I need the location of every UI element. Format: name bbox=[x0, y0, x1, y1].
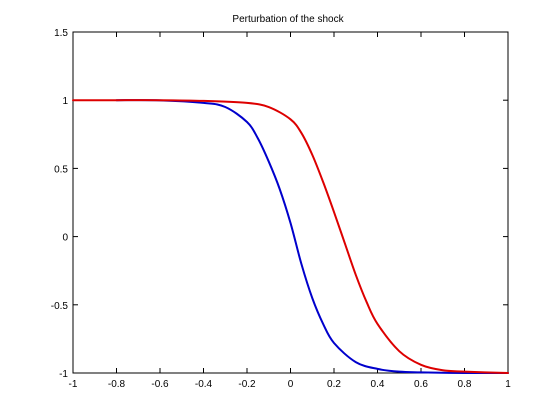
x-tick-label: 0.8 bbox=[458, 379, 472, 390]
chart-title: Perturbation of the shock bbox=[232, 14, 344, 25]
x-tick-label: -0.2 bbox=[238, 379, 256, 390]
y-tick-label: -1 bbox=[59, 369, 68, 380]
x-tick-label: 0.4 bbox=[371, 379, 385, 390]
plot-area-frame bbox=[72, 31, 509, 374]
x-tick-label: -0.6 bbox=[151, 379, 169, 390]
x-tick-label: -1 bbox=[69, 379, 78, 390]
series-line-red bbox=[72, 99, 509, 374]
series-group bbox=[72, 99, 509, 375]
y-tick-label: -0.5 bbox=[51, 301, 69, 312]
axis-ticks-group: -1 -0.8 -0.6 -0.4 -0.2 0 0.2 0.4 0.6 0.8 1 -1 -0.5 0 0… bbox=[51, 28, 511, 390]
series-line-blue bbox=[115, 99, 509, 375]
y-tick-label: 0 bbox=[62, 233, 68, 244]
y-tick-label: 1 bbox=[62, 96, 68, 107]
x-tick-label: 1 bbox=[505, 379, 511, 390]
x-tick-label: -0.4 bbox=[195, 379, 213, 390]
x-tick-label: 0.2 bbox=[327, 379, 341, 390]
y-tick-label: 1.5 bbox=[54, 28, 68, 39]
x-tick-label: 0 bbox=[288, 379, 294, 390]
x-tick-label: 0.6 bbox=[414, 379, 428, 390]
x-tick-label: -0.8 bbox=[108, 379, 126, 390]
y-tick-label: 0.5 bbox=[54, 164, 68, 175]
